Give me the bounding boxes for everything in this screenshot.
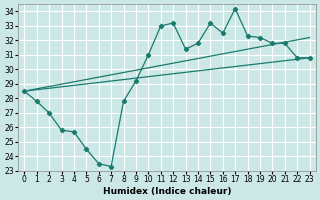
X-axis label: Humidex (Indice chaleur): Humidex (Indice chaleur) — [103, 187, 231, 196]
